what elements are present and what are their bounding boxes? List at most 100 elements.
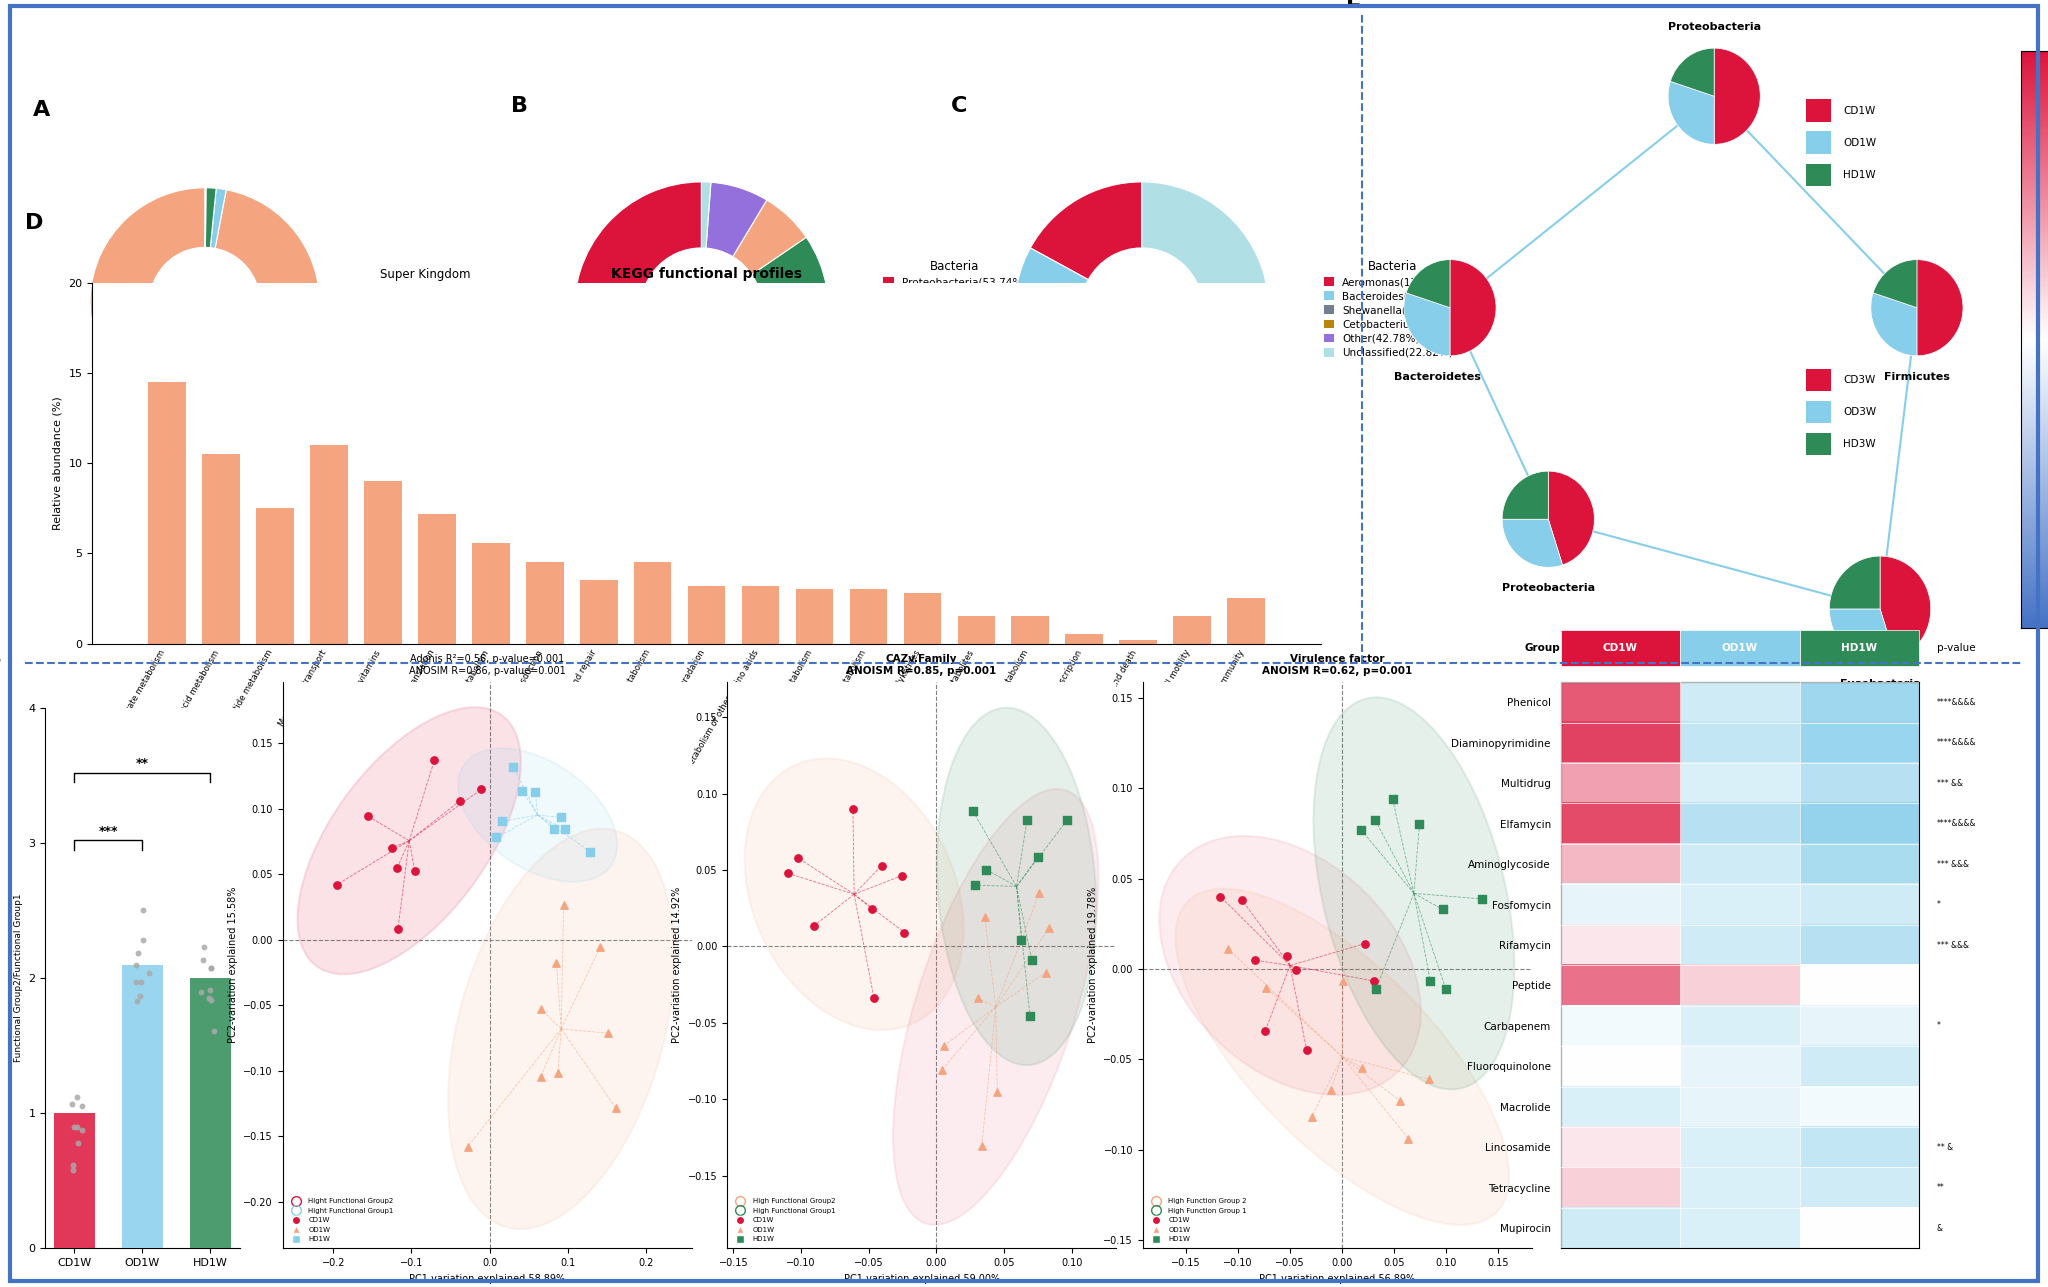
Text: OD1W: OD1W xyxy=(1843,138,1876,148)
Point xyxy=(444,790,477,811)
Point xyxy=(1272,946,1305,967)
Bar xyxy=(1227,598,1266,644)
Point xyxy=(1425,900,1458,920)
Point xyxy=(127,900,160,920)
Wedge shape xyxy=(1669,81,1714,144)
Ellipse shape xyxy=(1159,837,1421,1095)
Text: p-value: p-value xyxy=(1937,642,1976,653)
Point xyxy=(195,958,227,978)
Text: Genus: Genus xyxy=(1120,302,1163,315)
Point xyxy=(956,801,989,821)
Point xyxy=(971,860,1004,880)
Point xyxy=(193,988,225,1009)
Point xyxy=(524,999,557,1019)
Point xyxy=(1315,1080,1348,1100)
Bar xyxy=(688,586,725,644)
Point xyxy=(518,781,551,802)
Point xyxy=(958,875,991,896)
Point xyxy=(961,988,993,1009)
Point xyxy=(926,1059,958,1080)
Bar xyxy=(1806,432,1831,456)
Point xyxy=(1016,950,1049,970)
Bar xyxy=(1806,131,1831,154)
Text: HD1W: HD1W xyxy=(1841,642,1878,653)
Point xyxy=(1384,1091,1417,1112)
Bar xyxy=(850,589,887,644)
Bar xyxy=(123,965,162,1248)
Wedge shape xyxy=(1874,260,1917,308)
Bar xyxy=(1806,163,1831,185)
Point xyxy=(1032,918,1065,938)
Title: Virulence factor
ANOISM R=0.62, p=0.001: Virulence factor ANOISM R=0.62, p=0.001 xyxy=(1262,654,1413,676)
Point xyxy=(1358,970,1391,991)
Wedge shape xyxy=(1030,181,1143,279)
Point xyxy=(797,915,829,936)
Point xyxy=(479,828,512,848)
Y-axis label: PC2-variation explained 15.58%: PC2-variation explained 15.58% xyxy=(227,887,238,1044)
Text: B: B xyxy=(512,97,528,116)
Wedge shape xyxy=(1829,556,1880,609)
Ellipse shape xyxy=(449,829,674,1229)
Wedge shape xyxy=(715,326,823,432)
Bar xyxy=(418,514,455,644)
Point xyxy=(1360,810,1393,830)
Text: HD3W: HD3W xyxy=(1843,439,1876,449)
Wedge shape xyxy=(707,183,766,256)
Point xyxy=(1403,813,1436,834)
Point xyxy=(600,1098,633,1118)
Point xyxy=(57,1117,90,1138)
Legend: Aeromonas(17.04%), Bacteroides(6.94%), Shewanella(5.33%), Cetobacterium(5.10%), : Aeromonas(17.04%), Bacteroides(6.94%), S… xyxy=(1321,257,1462,360)
Point xyxy=(856,898,889,919)
Text: ***: *** xyxy=(98,825,119,838)
Text: *: * xyxy=(1937,900,1942,909)
Point xyxy=(1413,1069,1446,1090)
Point xyxy=(541,1062,573,1082)
Point xyxy=(119,972,152,992)
Text: HD1W: HD1W xyxy=(1843,170,1876,180)
Bar xyxy=(471,543,510,644)
Point xyxy=(889,923,922,943)
Point xyxy=(465,779,498,799)
Wedge shape xyxy=(1548,471,1593,565)
Point xyxy=(537,819,569,839)
Point xyxy=(66,1095,98,1116)
Bar xyxy=(1012,616,1049,644)
Point xyxy=(186,950,219,970)
Point xyxy=(188,937,221,958)
Point xyxy=(57,1154,90,1175)
Point xyxy=(133,963,166,983)
Bar xyxy=(147,382,186,644)
Point xyxy=(485,811,518,831)
Text: D: D xyxy=(25,214,43,233)
Point xyxy=(399,861,432,882)
Text: *** &&&: *** &&& xyxy=(1937,941,1968,950)
FancyBboxPatch shape xyxy=(1800,629,1919,665)
Point xyxy=(592,1023,625,1044)
Point xyxy=(1249,977,1282,997)
Point xyxy=(184,982,217,1003)
Bar xyxy=(309,445,348,644)
Point xyxy=(545,807,578,828)
Text: CD1W: CD1W xyxy=(1604,642,1638,653)
Text: A: A xyxy=(33,100,49,120)
Wedge shape xyxy=(1407,260,1450,308)
Point xyxy=(549,819,582,839)
Point xyxy=(772,864,805,884)
Bar xyxy=(580,580,618,644)
Bar xyxy=(53,1113,94,1248)
Text: Phylum: Phylum xyxy=(676,302,727,315)
Point xyxy=(125,972,158,992)
Legend: High Functional Group2, High Functional Group1, CD1W, OD1W, HD1W: High Functional Group2, High Functional … xyxy=(731,1196,838,1245)
Point xyxy=(66,1120,98,1140)
Y-axis label: Relative abundance (%): Relative abundance (%) xyxy=(53,396,63,530)
Wedge shape xyxy=(1405,293,1450,355)
FancyBboxPatch shape xyxy=(1561,629,1679,665)
Title: KEGG functional profiles: KEGG functional profiles xyxy=(610,266,803,281)
Wedge shape xyxy=(702,181,711,248)
Ellipse shape xyxy=(745,758,965,1030)
Point xyxy=(1327,970,1360,991)
Point xyxy=(1239,950,1272,970)
Point xyxy=(885,865,918,885)
Point xyxy=(123,986,156,1006)
Point xyxy=(57,1160,90,1180)
